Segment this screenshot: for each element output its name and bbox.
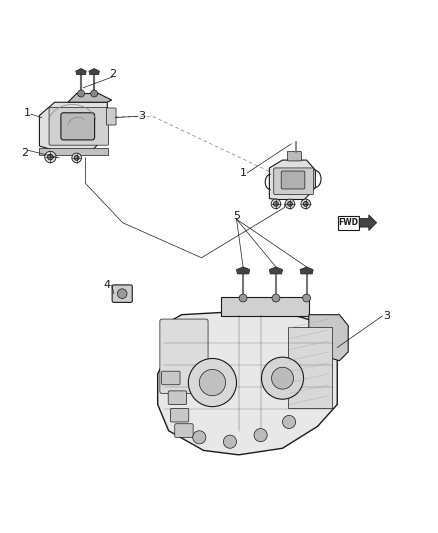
- Circle shape: [273, 201, 279, 206]
- Polygon shape: [300, 267, 313, 274]
- FancyBboxPatch shape: [170, 408, 189, 422]
- Text: 1: 1: [240, 168, 247, 178]
- Circle shape: [304, 201, 308, 206]
- Polygon shape: [237, 267, 250, 274]
- Polygon shape: [309, 314, 348, 361]
- Circle shape: [193, 431, 206, 444]
- FancyBboxPatch shape: [106, 108, 116, 125]
- FancyBboxPatch shape: [288, 327, 332, 408]
- Text: 2: 2: [109, 69, 116, 79]
- Circle shape: [271, 199, 281, 209]
- Circle shape: [283, 415, 296, 429]
- Text: FWD: FWD: [339, 218, 359, 227]
- Text: 1: 1: [24, 108, 31, 118]
- Circle shape: [45, 151, 56, 163]
- FancyBboxPatch shape: [160, 319, 208, 393]
- Circle shape: [72, 153, 81, 163]
- Polygon shape: [269, 160, 315, 199]
- Circle shape: [47, 154, 53, 160]
- Circle shape: [239, 294, 247, 302]
- Circle shape: [117, 289, 127, 298]
- Text: 3: 3: [383, 311, 390, 321]
- FancyBboxPatch shape: [162, 371, 180, 385]
- Circle shape: [285, 199, 295, 209]
- Circle shape: [74, 156, 79, 160]
- Polygon shape: [68, 93, 112, 102]
- Text: 4: 4: [104, 280, 111, 290]
- Circle shape: [287, 201, 293, 206]
- Circle shape: [254, 429, 267, 442]
- Circle shape: [78, 90, 85, 97]
- Circle shape: [272, 294, 280, 302]
- Text: 2: 2: [21, 149, 28, 158]
- Circle shape: [91, 90, 98, 97]
- Polygon shape: [269, 267, 283, 274]
- Circle shape: [301, 199, 311, 209]
- FancyBboxPatch shape: [175, 424, 193, 437]
- Polygon shape: [359, 215, 377, 231]
- FancyBboxPatch shape: [49, 108, 109, 145]
- Circle shape: [223, 435, 237, 448]
- Polygon shape: [158, 312, 337, 455]
- FancyBboxPatch shape: [168, 391, 187, 405]
- Polygon shape: [39, 102, 107, 150]
- Circle shape: [272, 367, 293, 389]
- Circle shape: [199, 369, 226, 395]
- Text: 5: 5: [233, 211, 240, 221]
- FancyBboxPatch shape: [112, 285, 132, 302]
- Polygon shape: [89, 69, 99, 75]
- FancyBboxPatch shape: [221, 297, 309, 316]
- FancyBboxPatch shape: [274, 168, 314, 195]
- Polygon shape: [76, 69, 86, 75]
- Circle shape: [261, 357, 304, 399]
- FancyBboxPatch shape: [61, 113, 95, 140]
- Circle shape: [303, 294, 311, 302]
- FancyBboxPatch shape: [338, 216, 359, 230]
- FancyBboxPatch shape: [281, 171, 305, 189]
- Circle shape: [188, 359, 237, 407]
- FancyBboxPatch shape: [39, 148, 108, 155]
- Text: 3: 3: [138, 111, 145, 122]
- FancyBboxPatch shape: [287, 151, 301, 161]
